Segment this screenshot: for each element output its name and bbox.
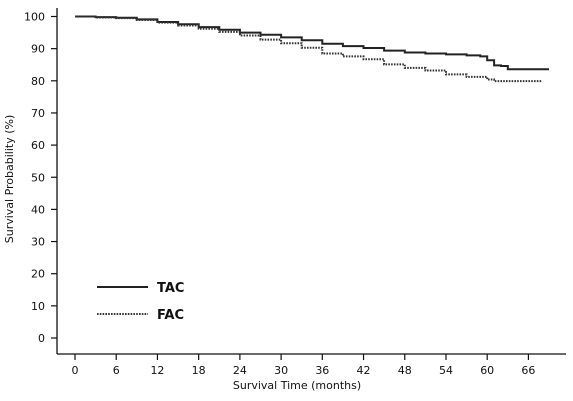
y-tick-label: 30 xyxy=(31,236,45,249)
x-tick-label: 0 xyxy=(72,364,79,377)
y-axis-title: Survival Probability (%) xyxy=(3,115,16,244)
x-tick-label: 48 xyxy=(398,364,412,377)
x-tick-label: 54 xyxy=(439,364,453,377)
y-tick-label: 90 xyxy=(31,43,45,56)
x-tick-label: 6 xyxy=(113,364,120,377)
legend: TAC FAC xyxy=(97,281,184,323)
y-tick-label: 0 xyxy=(38,332,45,345)
axes: 0 10 20 30 40 50 60 70 80 90 100 0 6 12 18 24 30 36 42 48 54… xyxy=(24,8,566,377)
x-tick-label: 12 xyxy=(150,364,164,377)
series-lines xyxy=(75,15,549,83)
x-tick-label: 66 xyxy=(521,364,535,377)
y-tick-label: 70 xyxy=(31,107,45,120)
y-tick-label: 40 xyxy=(31,203,45,216)
series-line-tac xyxy=(75,15,549,71)
x-tick-label: 24 xyxy=(233,364,247,377)
x-tick-label: 60 xyxy=(480,364,494,377)
y-tick-label: 80 xyxy=(31,75,45,88)
x-tick-label: 18 xyxy=(192,364,206,377)
x-tick-label: 36 xyxy=(315,364,329,377)
y-tick-label: 10 xyxy=(31,300,45,313)
y-tick-label: 50 xyxy=(31,171,45,184)
y-tick-label: 20 xyxy=(31,268,45,281)
x-tick-label: 30 xyxy=(274,364,288,377)
legend-label-tac: TAC xyxy=(157,281,184,296)
legend-label-fac: FAC xyxy=(157,308,184,323)
y-tick-label: 60 xyxy=(31,139,45,152)
x-tick-label: 42 xyxy=(357,364,371,377)
series-line-fac xyxy=(75,15,543,83)
y-tick-label: 100 xyxy=(24,11,45,24)
x-axis-title: Survival Time (months) xyxy=(233,379,361,392)
